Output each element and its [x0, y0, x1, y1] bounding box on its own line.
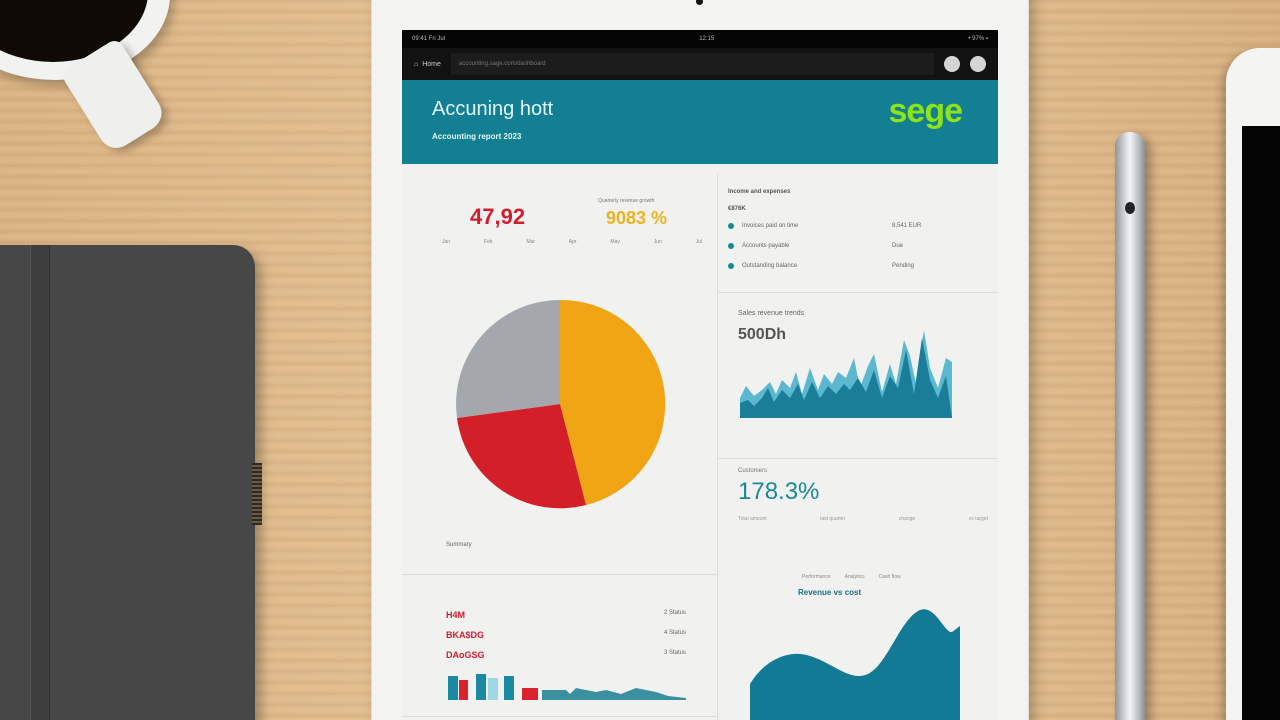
bullet-icon	[728, 243, 734, 249]
pie-chart	[454, 298, 666, 510]
kpi-column: Apr	[568, 239, 577, 245]
home-icon: ⌂	[414, 60, 419, 68]
pie-slice-gray	[456, 300, 560, 418]
summary-bar-chart	[446, 674, 686, 700]
phone-screen	[1242, 126, 1280, 720]
area-chart-tabs: Performance Analytics Cash flow	[802, 574, 901, 580]
kpi-secondary-value: 9083 %	[606, 208, 668, 228]
status-bar: 09:41 Fri Jul 12:15 • 97% ▪	[402, 30, 998, 48]
area-chart	[750, 604, 960, 720]
kpi-primary-value: 47,92	[470, 204, 526, 229]
tab-performance[interactable]: Performance	[802, 574, 831, 580]
smartphone	[1226, 48, 1280, 720]
bullet-icon	[728, 223, 734, 229]
kpi-column: Feb	[483, 239, 493, 245]
kpi-column: May	[610, 239, 620, 245]
kpi-columns: Jan Feb Mar Apr May Jun Jul	[442, 238, 702, 247]
camera	[696, 0, 703, 5]
tab-analytics[interactable]: Analytics	[844, 574, 865, 580]
bar-chart-value: 500Dh	[738, 326, 787, 343]
bar-chart	[740, 328, 952, 418]
kpi-column: Jan	[442, 239, 451, 245]
summary-list: H4M 2 Status BKA$DG 4 Status DAoGSG 3 St…	[446, 610, 686, 670]
home-button[interactable]: ⌂ Home	[414, 61, 441, 68]
grid-icon[interactable]	[944, 56, 960, 72]
tablet-screen: 09:41 Fri Jul 12:15 • 97% ▪ ⌂ Home accou…	[402, 30, 998, 720]
header-banner: Accuning hott Accounting report 2023 seg…	[402, 80, 998, 164]
list-item[interactable]: BKA$DG 4 Status	[446, 630, 686, 640]
notebook-band	[30, 245, 50, 720]
status-right: • 97% ▪	[968, 36, 988, 42]
stylus-pen	[1115, 132, 1145, 720]
legend-item: Invoices paid on time 8,541 EUR	[728, 216, 988, 236]
toolbar: ⌂ Home accounting.sage.com/dashboard	[402, 48, 998, 80]
bullet-icon	[728, 263, 734, 269]
notebook-clip	[252, 463, 262, 525]
coffee-mug	[0, 0, 170, 80]
tab-cash-flow[interactable]: Cash flow	[878, 574, 901, 580]
column-divider	[717, 174, 718, 720]
pie-slice-red	[457, 404, 586, 509]
metric-value: 178.3%	[738, 478, 820, 505]
divider	[718, 292, 998, 293]
list-item[interactable]: H4M 2 Status	[446, 610, 686, 620]
status-center: 12:15	[699, 36, 715, 42]
profile-icon[interactable]	[970, 56, 986, 72]
divider	[402, 716, 717, 717]
divider	[718, 458, 998, 459]
home-label: Home	[422, 60, 441, 68]
kpi-secondary-label: Quarterly revenue growth	[598, 198, 655, 204]
legend-item: Accounts payable Due	[728, 236, 988, 256]
status-time: 09:41 Fri Jul	[412, 36, 446, 42]
legend-panel: Income and expenses €876K Invoices paid …	[728, 182, 988, 276]
kpi-column: Mar	[526, 239, 535, 245]
bar-chart-title: Sales revenue trends	[738, 310, 805, 317]
page-subtitle: Accounting report 2023	[432, 132, 522, 141]
metric-meta: Total amount last quarter change vs targ…	[738, 516, 988, 522]
divider	[402, 574, 717, 575]
dashboard-grid: 47,92 Quarterly revenue growth 9083 % Ja…	[402, 164, 998, 720]
legend-subtitle: €876K	[728, 206, 746, 212]
url-bar[interactable]: accounting.sage.com/dashboard	[450, 53, 934, 75]
pie-slice-orange	[560, 299, 666, 505]
metric-label: Customers	[738, 468, 768, 474]
kpi-column: Jul	[695, 239, 702, 245]
area-chart-title: Revenue vs cost	[798, 588, 862, 597]
stylus-button	[1125, 202, 1135, 214]
legend-title: Income and expenses	[728, 189, 791, 195]
summary-header: Summary	[446, 542, 472, 548]
notebook	[0, 245, 262, 720]
kpi-column: Jun	[653, 239, 662, 245]
page-title: Accuning hott	[432, 98, 554, 120]
list-item[interactable]: DAoGSG 3 Status	[446, 650, 686, 660]
legend-item: Outstanding balance Pending	[728, 256, 988, 276]
sage-logo: sege	[888, 92, 963, 130]
